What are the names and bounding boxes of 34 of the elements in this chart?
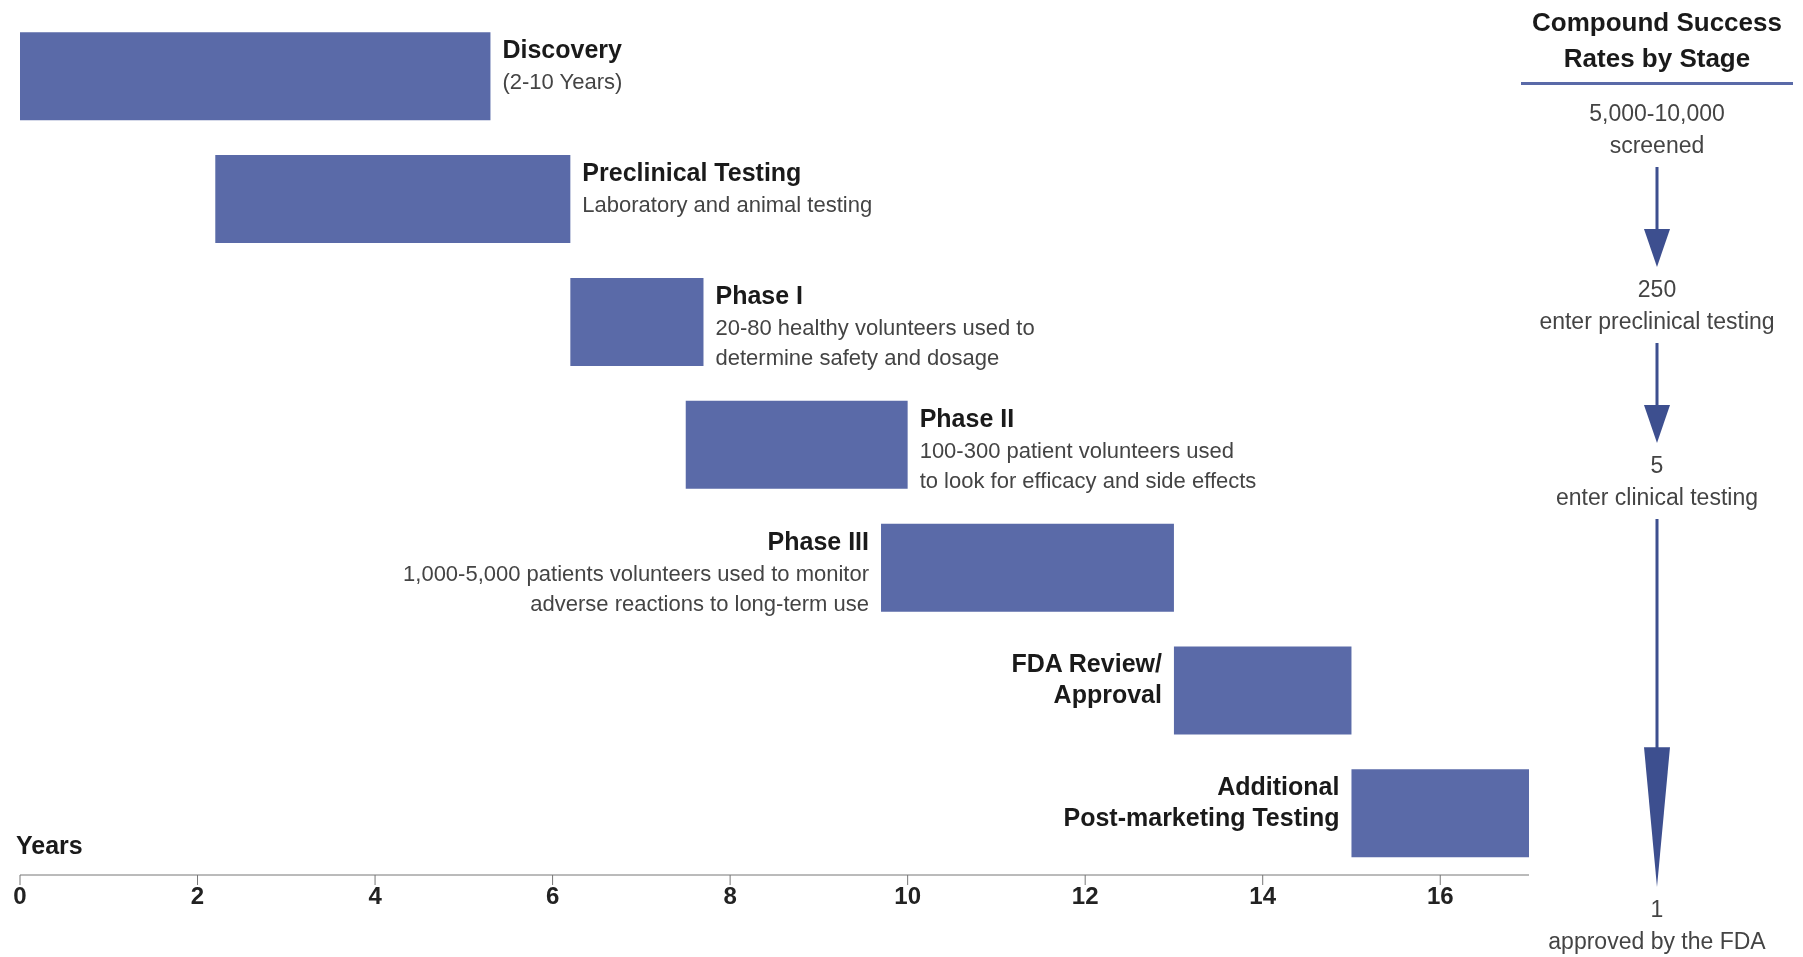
annotation: Laboratory and animal testing bbox=[582, 192, 873, 218]
category-label: Phase II bbox=[919, 403, 1015, 432]
bar bbox=[1351, 769, 1529, 858]
x-tick-label: 2 bbox=[190, 882, 205, 910]
category-label: Additional Post-marketing Testing bbox=[1063, 772, 1340, 832]
bar bbox=[20, 32, 491, 121]
annotation: (2-10 Years) bbox=[502, 69, 623, 95]
bar bbox=[881, 523, 1174, 612]
x-tick-label: 10 bbox=[894, 882, 921, 910]
category-label: Discovery bbox=[502, 35, 622, 64]
x-tick-label: 8 bbox=[723, 882, 737, 910]
bar bbox=[570, 277, 704, 366]
x-tick-label: 16 bbox=[1426, 882, 1454, 910]
text: 250 enter preclinical testing bbox=[1539, 275, 1775, 336]
category-label: Phase III bbox=[767, 526, 870, 555]
text: 1 approved by the FDA bbox=[1548, 895, 1766, 956]
bar bbox=[685, 400, 908, 489]
x-tick-label: 12 bbox=[1071, 882, 1099, 910]
annotation: 20-80 healthy volunteers used to determine safety and dosage bbox=[715, 314, 1035, 370]
x-tick-label: 14 bbox=[1249, 882, 1277, 910]
text: 5 enter clinical testing bbox=[1556, 451, 1758, 512]
bar bbox=[1173, 646, 1352, 735]
category-label: Phase I bbox=[715, 280, 804, 309]
annotation: 1,000-5,000 patients volunteers used to monitor adverse reactions to long-term use bbox=[403, 560, 870, 616]
x-tick-label: 6 bbox=[545, 882, 560, 910]
category-label: Preclinical Testing bbox=[582, 158, 802, 187]
x-tick-label: 0 bbox=[13, 882, 27, 910]
text: Compound Success Rates by Stage bbox=[1521, 4, 1793, 85]
x-tick-label: 4 bbox=[368, 882, 383, 910]
x-axis-title: Years bbox=[16, 831, 83, 860]
bar bbox=[215, 155, 571, 244]
annotation: 100-300 patient volunteers used to look for efficacy and side effects bbox=[919, 437, 1257, 493]
text: 5,000-10,000 screened bbox=[1589, 99, 1725, 160]
category-label: FDA Review/ Approval bbox=[1011, 649, 1162, 709]
